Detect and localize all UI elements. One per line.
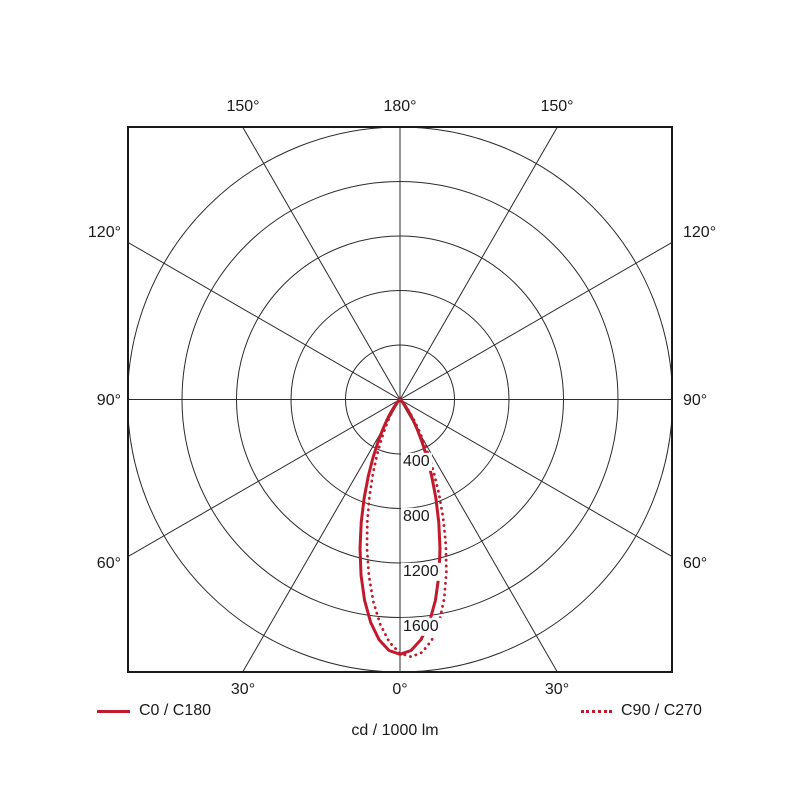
ring-label-400: 400 (401, 452, 432, 472)
c90-dotted-line-swatch (581, 709, 612, 713)
angle-label-right-120: 120° (683, 224, 717, 241)
legend-c0: C0 / C180 (97, 702, 212, 719)
units-caption: cd / 1000 lm (351, 722, 439, 739)
ring-label-1200: 1200 (401, 562, 441, 582)
angle-label-top-center: 180° (383, 98, 417, 115)
angle-label-top-left: 150° (226, 98, 260, 115)
angle-label-left-120: 120° (87, 224, 121, 241)
plot-border (127, 126, 673, 673)
angle-label-bottom-right: 30° (544, 681, 570, 698)
legend-c90: C90 / C270 (581, 702, 702, 719)
c0-solid-line-swatch (97, 709, 130, 713)
angle-label-left-90: 90° (96, 392, 121, 409)
angle-label-right-90: 90° (683, 392, 708, 409)
angle-label-bottom-left: 30° (230, 681, 256, 698)
angle-label-bottom-center: 0° (392, 681, 408, 698)
ring-label-1600: 1600 (401, 617, 441, 637)
angle-label-top-right: 150° (540, 98, 574, 115)
legend-c90-label: C90 / C270 (621, 702, 702, 719)
ring-label-800: 800 (401, 507, 432, 527)
curves-group (358, 398, 448, 659)
angle-label-left-60: 60° (96, 555, 121, 572)
legend-c0-label: C0 / C180 (139, 702, 212, 719)
c90-c270-curve (365, 398, 448, 659)
angle-label-right-60: 60° (683, 555, 708, 572)
